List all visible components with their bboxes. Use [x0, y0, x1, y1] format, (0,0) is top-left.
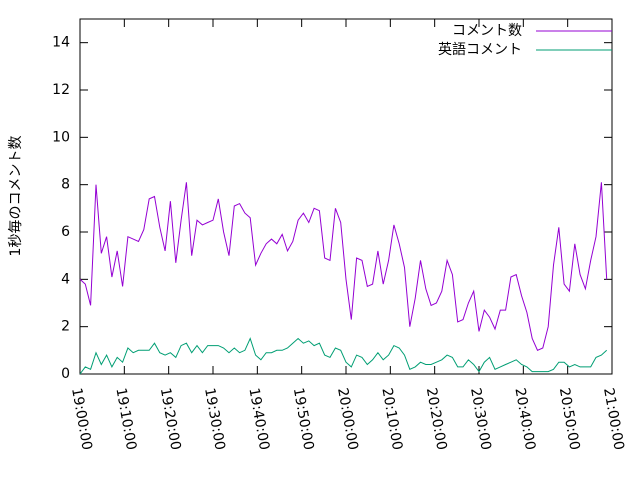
series-line — [79, 337, 608, 375]
x-tick-label: 19:50:00 — [290, 387, 317, 452]
y-tick-label: 6 — [61, 224, 70, 240]
x-tick-label: 20:00:00 — [334, 387, 361, 452]
y-tick-label: 2 — [61, 319, 70, 335]
x-tick-label: 20:50:00 — [556, 387, 583, 452]
x-tick-label: 19:30:00 — [201, 387, 228, 452]
x-tick-label: 20:40:00 — [511, 387, 538, 452]
y-tick-label: 4 — [61, 271, 70, 287]
series-line — [79, 182, 608, 351]
y-tick-label: 10 — [52, 129, 70, 145]
x-tick-label: 20:20:00 — [423, 387, 450, 452]
x-tick-label: 20:30:00 — [467, 387, 494, 452]
x-tick-label: 19:10:00 — [112, 387, 139, 452]
y-axis-label: 1秒毎のコメント数 — [8, 136, 24, 257]
x-tick-label: 19:00:00 — [68, 387, 95, 452]
y-tick-label: 8 — [61, 177, 70, 193]
y-tick-label: 14 — [52, 35, 70, 51]
x-tick-label: 20:10:00 — [378, 387, 405, 452]
legend-label: コメント数 — [452, 23, 522, 39]
y-tick-label: 0 — [61, 366, 70, 382]
y-tick-label: 12 — [52, 82, 70, 98]
plot-frame — [79, 18, 613, 375]
legend-label: 英語コメント — [438, 41, 522, 58]
x-tick-label: 21:00:00 — [600, 387, 627, 452]
x-tick-label: 19:20:00 — [157, 387, 184, 452]
x-tick-label: 19:40:00 — [245, 387, 272, 452]
